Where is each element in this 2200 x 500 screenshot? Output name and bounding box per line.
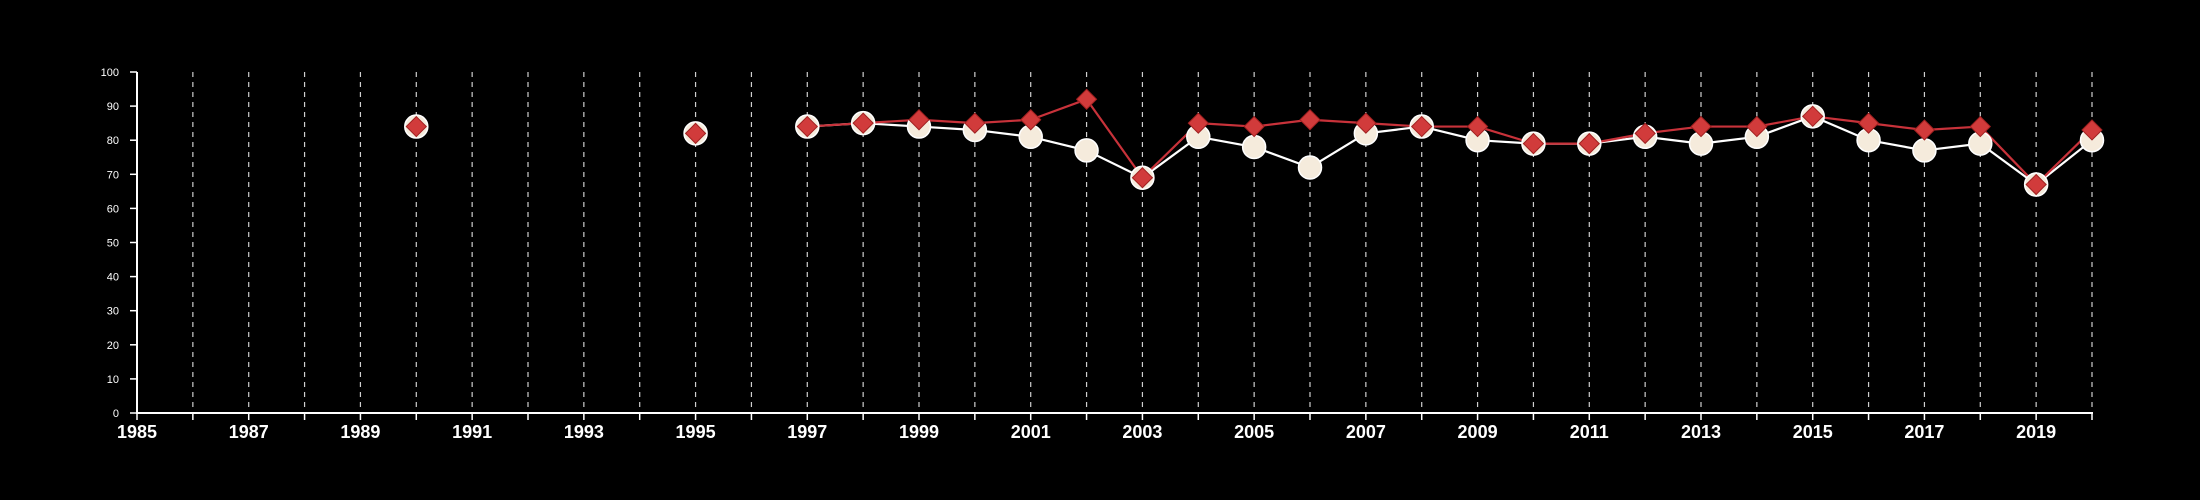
x-tick-label: 2015	[1793, 422, 1833, 442]
y-tick-label: 60	[107, 203, 119, 215]
y-tick-label: 10	[107, 374, 119, 386]
x-tick-label: 2007	[1346, 422, 1386, 442]
data-point	[1746, 115, 1768, 138]
y-tick-label: 20	[107, 340, 119, 352]
y-tick-label: 80	[107, 135, 119, 147]
data-point	[1075, 88, 1098, 110]
data-point	[1241, 134, 1267, 160]
data-point	[1522, 132, 1545, 155]
data-point	[1690, 115, 1712, 138]
data-point	[684, 122, 707, 145]
x-tick-label: 2017	[1904, 422, 1944, 442]
data-point	[1297, 155, 1323, 180]
x-tick-label: 2019	[2016, 422, 2056, 442]
data-point	[1912, 138, 1937, 163]
series-group	[404, 88, 2105, 197]
x-tick-label: 2013	[1681, 422, 1721, 442]
x-tick-label: 2009	[1458, 422, 1498, 442]
x-tick-label: 2011	[1570, 422, 1609, 442]
y-tick-label: 50	[107, 238, 119, 250]
y-tick-label: 30	[107, 306, 119, 318]
x-tick-label: 2003	[1122, 422, 1162, 442]
y-tick-label: 70	[107, 169, 119, 181]
series-2-markers	[405, 88, 2103, 196]
data-point	[796, 115, 818, 138]
data-point	[1913, 119, 1936, 141]
grid-lines	[192, 72, 2093, 413]
data-point	[1131, 167, 1154, 189]
x-tick-label: 1985	[117, 422, 157, 442]
x-tick-label: 1999	[899, 422, 939, 442]
data-point	[2081, 119, 2103, 141]
data-point	[1355, 112, 1377, 134]
data-point	[1299, 109, 1321, 131]
x-tick-label: 1995	[676, 422, 716, 442]
data-point	[1857, 112, 1880, 134]
series-segment	[1030, 98, 1087, 121]
data-point	[1243, 115, 1265, 138]
data-point	[1802, 105, 1824, 128]
data-point	[1020, 109, 1042, 131]
data-point	[852, 112, 874, 134]
data-point	[1187, 112, 1209, 134]
data-point	[1578, 132, 1600, 155]
data-point	[1074, 138, 1099, 163]
y-tick-label: 40	[107, 272, 119, 284]
x-tick-label: 1997	[787, 422, 827, 442]
x-tick-label: 1993	[564, 422, 604, 442]
axes: 0 10 20 30 40 50 60 70 80 90 100 1985 1987 1989 1991 19…	[101, 67, 2093, 442]
series-segment	[1085, 98, 1144, 179]
data-point	[405, 115, 427, 138]
y-tick-label: 0	[113, 408, 119, 420]
data-point	[2025, 173, 2047, 196]
x-tick-label: 1991	[452, 422, 492, 442]
data-point	[908, 109, 930, 131]
x-tick-label: 1987	[229, 422, 269, 442]
y-tick-label: 90	[107, 101, 119, 113]
x-tick-label: 2001	[1011, 422, 1051, 442]
data-point	[1634, 122, 1656, 145]
data-point	[1411, 115, 1433, 138]
x-tick-label: 1989	[340, 422, 380, 442]
data-point	[1969, 115, 1991, 138]
data-point	[1466, 115, 1489, 138]
data-point	[964, 112, 986, 134]
y-tick-label: 100	[101, 67, 119, 79]
x-tick-label: 2005	[1234, 422, 1274, 442]
